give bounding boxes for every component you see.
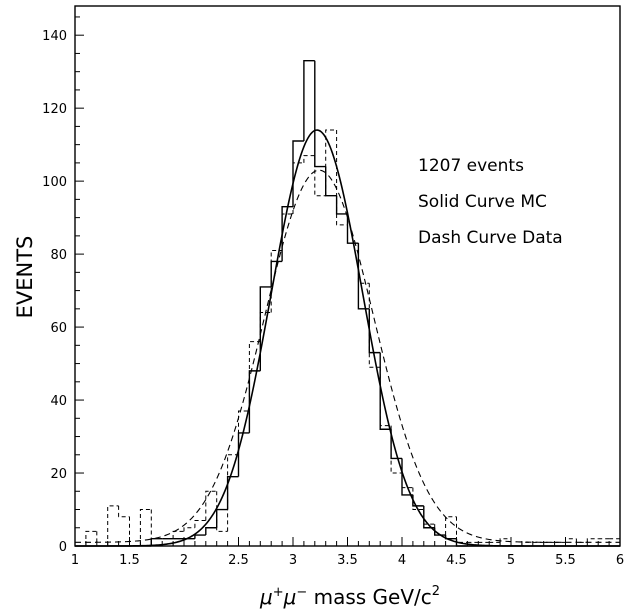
data-bin [238,410,250,455]
mc-bin [237,432,250,477]
data-bin [150,509,163,547]
data-bin [379,367,392,427]
y-tick-label: 20 [50,467,67,482]
mc-bin [194,534,206,539]
x-tick-label: 3 [289,553,297,568]
x-tick-label: 4 [398,553,406,568]
data-bin [423,509,435,525]
data-bin [281,213,293,251]
x-tick-label: 2 [180,553,188,568]
fit-curves-layer [74,129,620,547]
y-tick-label: 0 [59,540,67,555]
fit-curve-solid-mc [75,129,620,547]
data-bin [390,425,402,474]
data-bin [118,505,130,518]
y-tick-label: 80 [50,248,67,263]
mc-bin [303,60,315,141]
x-tick-label: 5.5 [555,553,576,568]
plot-frame [74,5,621,547]
histogram-layer [75,60,621,547]
data-bin [401,473,413,489]
x-label-mu2: μ [283,585,297,609]
x-axis-label: μ+μ− mass GeV/c2 [259,584,440,609]
mc-bin [368,308,381,354]
annotation-dash-curve: Dash Curve Data [418,228,563,248]
x-label-sup3: 2 [432,584,440,599]
data-bin [445,516,457,536]
annotation-event-count: 1207 events [418,156,524,176]
fit-curve-dashed-data [74,169,620,543]
data-bin [194,519,206,528]
data-bin [183,527,195,532]
data-bin [139,509,152,546]
data-bin [205,490,217,521]
x-tick-label: 6 [616,553,624,568]
data-bin [325,129,337,196]
mc-bin [205,527,217,536]
data-bin [434,524,446,536]
mc-bin [314,60,326,168]
data-bin [412,487,424,511]
data-bin [248,341,261,411]
data-bin [336,130,348,226]
y-tick-label: 100 [42,175,67,190]
x-tick-label: 2.5 [228,553,249,568]
data-bin [107,505,119,546]
mc-bin [216,508,228,528]
data-bin [292,162,304,214]
data-bin [172,530,184,546]
mc-bin [259,286,272,371]
y-tick-label: 120 [42,102,67,117]
data-bin [129,516,141,547]
x-tick-label: 1.5 [119,553,140,568]
annotation-solid-curve: Solid Curve MC [418,192,547,212]
x-label-sup2: − [296,585,307,600]
y-tick-label: 140 [42,29,67,44]
y-tick-label: 60 [50,321,67,336]
data-bin [303,155,315,163]
data-bin [314,155,326,197]
x-label-rest: mass GeV/c [307,585,432,609]
data-bin [85,530,97,546]
y-axis-label: EVENTS [13,236,37,319]
x-tick-label: 1 [71,553,79,568]
data-bin [96,531,108,547]
mc-bin [325,166,337,197]
x-tick-label: 4.5 [446,553,467,568]
x-label-sup1: + [273,585,284,600]
mc-bin [226,475,239,510]
data-bin [456,516,468,543]
y-tick-label: 40 [50,394,67,409]
histogram-solid-mc [75,60,620,547]
plot-border [74,5,621,547]
x-label-mu1: μ [259,585,273,609]
x-tick-label: 5 [507,553,515,568]
x-tick-label: 3.5 [337,553,358,568]
